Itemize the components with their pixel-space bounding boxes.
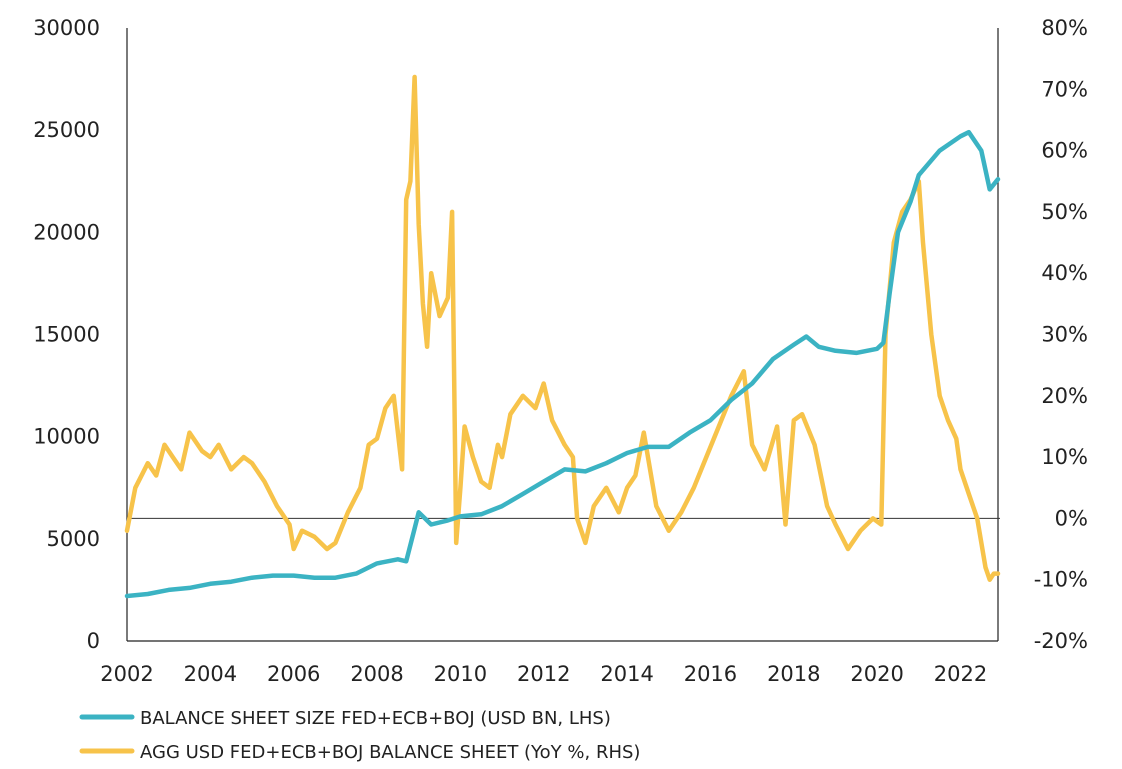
x-tick-label: 2018 <box>767 662 820 686</box>
x-tick-labels: 2002 2004 2006 2008 2010 2012 2014 2016 2018 2020… <box>100 662 987 686</box>
x-tick-label: 2012 <box>517 662 570 686</box>
right-y-tick-label: 10% <box>1041 445 1088 469</box>
left-y-tick-label: 10000 <box>33 425 100 449</box>
right-y-tick-labels: -20% -10% 0% 10% 20% 30% 40% 50% 60% 70% 80% <box>1034 16 1088 653</box>
left-y-tick-label: 5000 <box>47 527 100 551</box>
right-y-tick-label: -20% <box>1034 629 1088 653</box>
x-tick-label: 2020 <box>850 662 903 686</box>
left-y-tick-labels: 0 5000 10000 15000 20000 25000 30000 <box>33 16 100 653</box>
x-tick-label: 2002 <box>100 662 153 686</box>
legend-label-balance-sheet: BALANCE SHEET SIZE FED+ECB+BOJ (USD BN, … <box>140 708 611 729</box>
x-tick-label: 2006 <box>267 662 320 686</box>
right-y-tick-label: 20% <box>1041 384 1088 408</box>
left-y-tick-label: 0 <box>87 629 100 653</box>
right-y-tick-label: 50% <box>1041 200 1088 224</box>
x-tick-label: 2016 <box>684 662 737 686</box>
right-y-tick-label: 0% <box>1055 506 1088 530</box>
x-tick-label: 2010 <box>434 662 487 686</box>
x-tick-label: 2022 <box>934 662 987 686</box>
balance-sheet-size-line <box>124 129 1001 599</box>
yoy-change-line <box>124 74 1001 582</box>
left-y-tick-label: 15000 <box>33 323 100 347</box>
legend-label-yoy: AGG USD FED+ECB+BOJ BALANCE SHEET (YoY %… <box>140 742 640 763</box>
left-y-tick-label: 30000 <box>33 16 100 40</box>
right-y-tick-label: 80% <box>1041 16 1088 40</box>
x-tick-label: 2008 <box>350 662 403 686</box>
right-y-tick-label: -10% <box>1034 568 1088 592</box>
right-y-tick-label: 60% <box>1041 139 1088 163</box>
series-group <box>124 74 1001 599</box>
right-y-tick-label: 30% <box>1041 323 1088 347</box>
x-tick-label: 2014 <box>600 662 653 686</box>
left-y-tick-label: 25000 <box>33 118 100 142</box>
right-y-tick-label: 40% <box>1041 261 1088 285</box>
right-y-tick-label: 70% <box>1041 77 1088 101</box>
legend: BALANCE SHEET SIZE FED+ECB+BOJ (USD BN, … <box>79 708 640 763</box>
axes <box>126 28 999 642</box>
x-tick-label: 2004 <box>184 662 237 686</box>
left-y-tick-label: 20000 <box>33 220 100 244</box>
